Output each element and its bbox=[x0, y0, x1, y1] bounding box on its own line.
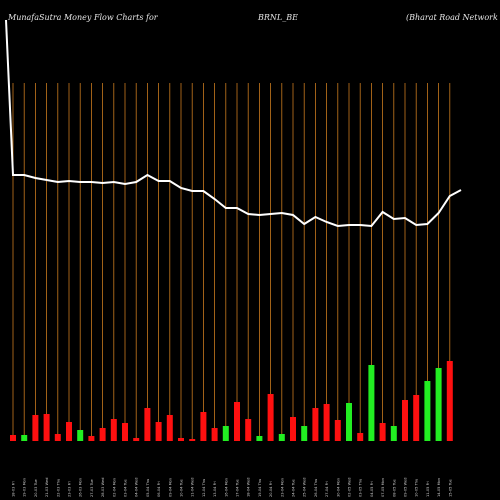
money-flow-bar bbox=[267, 394, 274, 441]
x-tick-label: 26-04 Thu bbox=[314, 479, 318, 497]
x-tick-label: 09-05 Wed bbox=[404, 478, 408, 497]
x-tick-label: 18-03 Fri bbox=[12, 481, 16, 497]
x-tick-label: 19-03 Mon bbox=[23, 478, 27, 497]
x-tick-label: 23-04 Mon bbox=[280, 478, 284, 497]
x-tick-label: 19-04 Thu bbox=[258, 479, 262, 497]
money-flow-bar bbox=[99, 428, 106, 441]
money-flow-bar bbox=[110, 419, 117, 441]
x-tick-label: 06-04 Fri bbox=[157, 481, 161, 497]
x-tick-label: 21-03 Wed bbox=[45, 478, 49, 497]
x-tick-label: 16-04 Mon bbox=[224, 478, 228, 497]
price-line bbox=[5, 19, 462, 228]
x-tick-label: 02-05 Wed bbox=[348, 478, 352, 497]
x-tick-label: 10-04 Tue bbox=[180, 478, 184, 497]
money-flow-bar bbox=[77, 430, 84, 441]
money-flow-bar bbox=[234, 402, 240, 441]
money-flow-bar bbox=[278, 434, 285, 441]
chart-symbol: BRNL_BE bbox=[258, 13, 298, 22]
x-tick-label: 26-03 Mon bbox=[79, 478, 83, 497]
money-flow-bar bbox=[178, 438, 184, 441]
money-flow-bar bbox=[402, 400, 408, 441]
money-flow-bar bbox=[301, 426, 308, 441]
money-flow-bar bbox=[66, 422, 72, 441]
x-tick-label: 23-03 Fri bbox=[68, 481, 72, 497]
x-tick-label: 02-04 Mon bbox=[112, 478, 116, 497]
money-flow-bar bbox=[189, 439, 196, 441]
money-flow-bar bbox=[211, 428, 218, 441]
money-flow-bar bbox=[21, 435, 28, 441]
money-flow-bar bbox=[424, 381, 431, 441]
chart-title-left: MunafaSutra Money Flow Charts for bbox=[8, 13, 158, 22]
money-flow-bar bbox=[10, 435, 16, 441]
money-flow-bar bbox=[323, 404, 330, 441]
money-flow-bar bbox=[43, 414, 50, 441]
money-flow-bar bbox=[155, 422, 162, 441]
money-flow-bar bbox=[166, 415, 173, 441]
money-flow-bar bbox=[346, 403, 352, 441]
money-flow-bar bbox=[122, 423, 128, 441]
x-tick-label: 03-04 Tue bbox=[124, 478, 128, 497]
money-flow-bar bbox=[54, 434, 61, 441]
money-flow-bar bbox=[390, 426, 397, 441]
x-tick-label: 18-04 Wed bbox=[247, 478, 251, 497]
x-tick-label: 07-05 Mon bbox=[381, 478, 385, 497]
money-flow-bar bbox=[368, 365, 375, 441]
x-tick-label: 27-04 Fri bbox=[325, 481, 329, 497]
money-flow-bar bbox=[413, 395, 420, 441]
money-flow-bar bbox=[88, 436, 95, 441]
x-tick-label: 28-03 Wed bbox=[101, 478, 105, 497]
money-flow-bar bbox=[200, 412, 207, 441]
x-tick-label: 30-04 Mon bbox=[336, 478, 340, 497]
money-flow-bar bbox=[222, 426, 229, 441]
x-tick-label: 14-05 Mon bbox=[437, 478, 441, 497]
money-flow-bar bbox=[32, 415, 39, 441]
x-tick-label: 15-05 Tue bbox=[448, 478, 452, 497]
x-tick-label: 17-04 Tue bbox=[236, 478, 240, 497]
x-tick-label: 11-05 Fri bbox=[426, 481, 430, 497]
x-tick-label: 20-04 Fri bbox=[269, 481, 273, 497]
money-flow-bar bbox=[379, 423, 386, 441]
x-tick-label: 13-04 Fri bbox=[213, 481, 217, 497]
money-flow-bar bbox=[435, 368, 442, 441]
x-tick-label: 12-04 Thu bbox=[202, 479, 206, 497]
x-tick-label: 09-04 Mon bbox=[168, 478, 172, 497]
x-tick-label: 08-05 Tue bbox=[392, 478, 396, 497]
money-flow-bar bbox=[334, 420, 341, 441]
x-tick-label: 04-05 Fri bbox=[370, 481, 374, 497]
money-flow-bar bbox=[144, 408, 151, 441]
money-flow-bar bbox=[256, 436, 263, 441]
x-tick-label: 03-05 Thu bbox=[359, 479, 363, 497]
x-tick-label: 27-03 Tue bbox=[90, 478, 94, 497]
x-tick-label: 11-04 Wed bbox=[191, 478, 195, 497]
money-flow-bar bbox=[290, 417, 296, 441]
x-tick-label: 20-03 Tue bbox=[34, 478, 38, 497]
money-flow-bar bbox=[446, 361, 453, 441]
money-flow-bar bbox=[133, 438, 140, 441]
x-tick-label: 05-04 Thu bbox=[146, 479, 150, 497]
x-tick-label: 24-04 Tue bbox=[292, 478, 296, 497]
x-tick-label: 04-04 Wed bbox=[135, 478, 139, 497]
x-tick-label: 10-05 Thu bbox=[415, 479, 419, 497]
chart-company-name: (Bharat Road Network Ltd bbox=[406, 13, 500, 22]
money-flow-bar bbox=[245, 419, 252, 441]
x-tick-label: 25-04 Wed bbox=[303, 478, 307, 497]
money-flow-bar bbox=[357, 433, 364, 441]
x-tick-label: 22-03 Thu bbox=[56, 479, 60, 497]
money-flow-bar bbox=[312, 408, 319, 441]
